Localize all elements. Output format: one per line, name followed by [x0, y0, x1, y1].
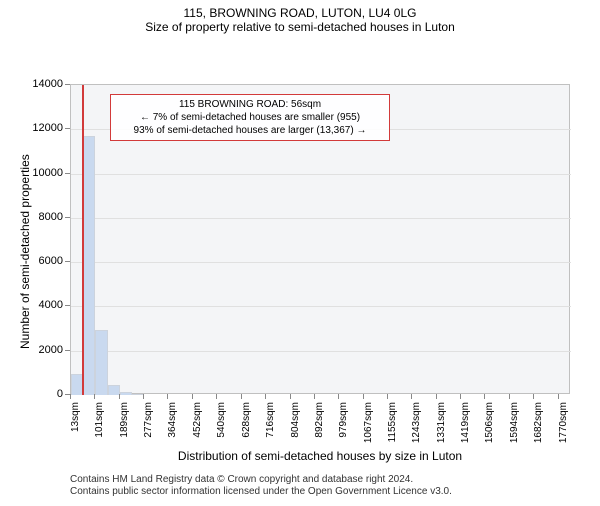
y-tick-mark	[65, 350, 70, 351]
x-tick-label: 716sqm	[265, 402, 276, 452]
y-gridline	[71, 306, 571, 307]
x-tick-label: 979sqm	[338, 402, 349, 452]
y-tick-mark	[65, 128, 70, 129]
histogram-bar	[83, 136, 95, 395]
x-tick-mark	[216, 394, 217, 399]
y-gridline	[71, 351, 571, 352]
histogram-bar	[95, 330, 107, 395]
y-tick-mark	[65, 261, 70, 262]
x-tick-label: 1594sqm	[509, 402, 520, 452]
chart-subtitle: Size of property relative to semi-detach…	[0, 20, 600, 34]
x-tick-mark	[436, 394, 437, 399]
footer-line2: Contains public sector information licen…	[70, 486, 452, 497]
x-tick-mark	[484, 394, 485, 399]
footer-line1: Contains HM Land Registry data © Crown c…	[70, 474, 413, 485]
x-tick-mark	[192, 394, 193, 399]
x-tick-mark	[94, 394, 95, 399]
annotation-line1: 115 BROWNING ROAD: 56sqm	[117, 98, 383, 111]
x-tick-mark	[509, 394, 510, 399]
y-tick-label: 0	[25, 388, 63, 400]
x-tick-mark	[338, 394, 339, 399]
x-tick-mark	[143, 394, 144, 399]
x-tick-mark	[314, 394, 315, 399]
chart-title: 115, BROWNING ROAD, LUTON, LU4 0LG	[0, 6, 600, 20]
x-tick-label: 540sqm	[216, 402, 227, 452]
x-tick-label: 1331sqm	[436, 402, 447, 452]
y-tick-mark	[65, 305, 70, 306]
marker-line	[82, 85, 84, 395]
x-tick-mark	[119, 394, 120, 399]
x-tick-label: 1067sqm	[363, 402, 374, 452]
x-tick-label: 13sqm	[70, 402, 81, 452]
x-tick-label: 1682sqm	[533, 402, 544, 452]
x-tick-label: 1243sqm	[411, 402, 422, 452]
y-axis-label: Number of semi-detached properties	[18, 154, 32, 349]
x-tick-mark	[460, 394, 461, 399]
x-tick-mark	[387, 394, 388, 399]
x-tick-mark	[558, 394, 559, 399]
x-tick-mark	[265, 394, 266, 399]
histogram-bar	[120, 392, 132, 395]
y-tick-label: 12000	[25, 122, 63, 134]
y-tick-mark	[65, 173, 70, 174]
chart-area: 02000400060008000100001200014000Number o…	[0, 34, 600, 454]
x-tick-label: 1419sqm	[460, 402, 471, 452]
x-tick-mark	[363, 394, 364, 399]
y-gridline	[71, 218, 571, 219]
y-tick-mark	[65, 217, 70, 218]
annotation-box: 115 BROWNING ROAD: 56sqm← 7% of semi-det…	[110, 94, 390, 141]
x-tick-mark	[241, 394, 242, 399]
x-tick-label: 804sqm	[290, 402, 301, 452]
x-tick-mark	[533, 394, 534, 399]
x-tick-label: 101sqm	[94, 402, 105, 452]
y-gridline	[71, 262, 571, 263]
annotation-line2: ← 7% of semi-detached houses are smaller…	[117, 111, 383, 124]
x-tick-label: 1155sqm	[387, 402, 398, 452]
annotation-line3: 93% of semi-detached houses are larger (…	[117, 124, 383, 137]
y-tick-label: 14000	[25, 78, 63, 90]
x-tick-mark	[290, 394, 291, 399]
chart-titles: 115, BROWNING ROAD, LUTON, LU4 0LG Size …	[0, 6, 600, 34]
x-tick-label: 892sqm	[314, 402, 325, 452]
x-tick-label: 1770sqm	[558, 402, 569, 452]
x-tick-mark	[70, 394, 71, 399]
y-gridline	[71, 174, 571, 175]
x-tick-mark	[167, 394, 168, 399]
x-tick-mark	[411, 394, 412, 399]
x-tick-label: 452sqm	[192, 402, 203, 452]
x-tick-label: 189sqm	[119, 402, 130, 452]
x-tick-label: 277sqm	[143, 402, 154, 452]
x-tick-label: 628sqm	[241, 402, 252, 452]
y-tick-mark	[65, 84, 70, 85]
x-axis-label: Distribution of semi-detached houses by …	[70, 449, 570, 463]
x-tick-label: 1506sqm	[484, 402, 495, 452]
x-tick-label: 364sqm	[167, 402, 178, 452]
